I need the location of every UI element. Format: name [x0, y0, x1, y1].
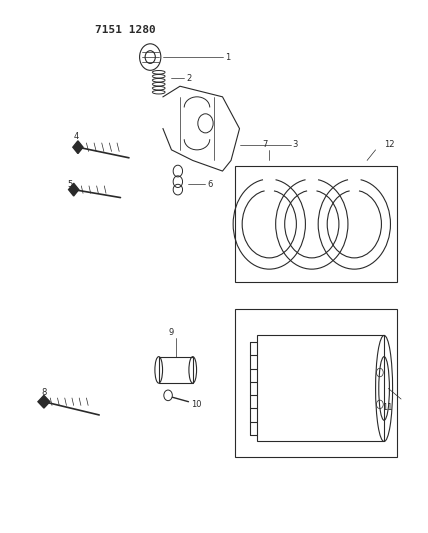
Text: 10: 10: [190, 400, 201, 409]
Polygon shape: [38, 395, 50, 408]
Polygon shape: [73, 141, 83, 154]
Polygon shape: [68, 183, 79, 196]
Text: 4: 4: [74, 132, 79, 141]
Text: 2: 2: [186, 74, 192, 83]
Text: 3: 3: [293, 140, 298, 149]
Polygon shape: [163, 86, 240, 171]
Text: 7151 1280: 7151 1280: [95, 25, 156, 35]
Text: 8: 8: [42, 388, 47, 397]
Text: 5: 5: [67, 180, 73, 189]
Bar: [235, 309, 397, 457]
Text: 11: 11: [382, 402, 392, 411]
Bar: [256, 335, 384, 441]
Text: 6: 6: [208, 180, 213, 189]
Bar: [159, 357, 193, 383]
Bar: [235, 166, 397, 282]
Circle shape: [164, 390, 172, 401]
Text: 1: 1: [225, 53, 230, 62]
Text: 7: 7: [262, 140, 268, 149]
Text: 9: 9: [169, 328, 174, 337]
Text: 12: 12: [384, 140, 395, 149]
